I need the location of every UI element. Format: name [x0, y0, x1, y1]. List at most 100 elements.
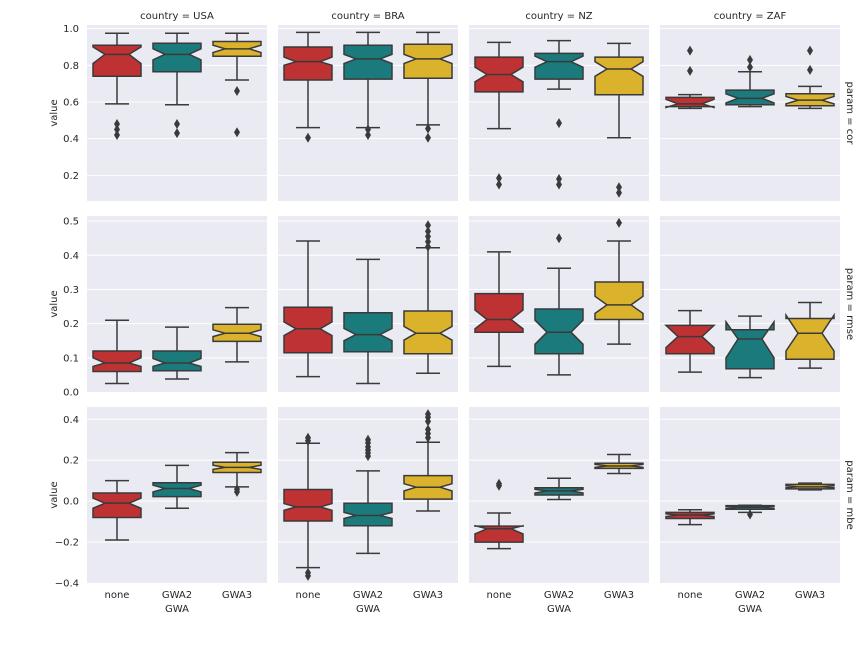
box-body: [664, 324, 716, 355]
box-none: [665, 45, 715, 110]
y-tick-label: 0.2: [63, 456, 79, 467]
panel-cor-zaf: [660, 25, 840, 201]
row-title-cor: param = cor: [844, 82, 855, 146]
box-none: [474, 478, 524, 550]
box-body: [343, 311, 393, 353]
box-none: [474, 251, 524, 368]
x-tick-label-gwa3: GWA3: [795, 590, 825, 601]
box-gwa2: [725, 54, 775, 108]
box-gwa3: [594, 42, 644, 198]
x-tick-label-gwa2: GWA2: [353, 590, 383, 601]
panel-mbe-bra: [278, 407, 458, 583]
box-body: [534, 52, 584, 80]
x-tick-label-gwa2: GWA2: [735, 590, 765, 601]
x-tick-label-none: none: [678, 590, 703, 601]
outlier-point: [687, 45, 693, 56]
box-gwa3: [403, 409, 453, 512]
column-title-nz: country = NZ: [525, 11, 592, 22]
outlier-point: [305, 132, 311, 143]
box-gwa3: [594, 217, 644, 345]
outlier-point: [747, 54, 753, 65]
box-none: [283, 31, 333, 143]
box-body: [594, 281, 644, 321]
box-gwa3: [785, 301, 835, 369]
panel-rmse-zaf: [660, 216, 840, 392]
outlier-point: [425, 220, 431, 231]
box-gwa3: [403, 220, 453, 374]
box-body: [343, 44, 393, 80]
outlier-point: [365, 124, 371, 135]
y-tick-label: 0.2: [63, 171, 79, 182]
y-tick-label: 0.2: [63, 319, 79, 330]
outlier-point: [234, 86, 240, 96]
x-tick-label-gwa3: GWA3: [222, 590, 252, 601]
box-none: [665, 508, 715, 526]
y-axis-label: value: [49, 99, 60, 126]
box-body: [343, 502, 393, 527]
box-gwa2: [534, 477, 584, 501]
outlier-point: [425, 226, 431, 237]
outlier-point: [234, 127, 240, 138]
box-body: [92, 350, 142, 373]
outlier-point: [807, 64, 813, 75]
outlier-point: [174, 128, 180, 139]
panel-rmse-bra: [278, 216, 458, 392]
panel-rmse-nz: [469, 216, 649, 392]
box-gwa2: [343, 258, 393, 385]
outlier-point: [365, 451, 371, 462]
x-tick-label-gwa2: GWA2: [544, 590, 574, 601]
box-body: [92, 44, 142, 78]
outlier-point: [234, 486, 240, 497]
x-axis-label: GWA: [547, 604, 571, 615]
box-body: [474, 524, 524, 543]
box-none: [92, 319, 142, 385]
panel-rmse-usa: [87, 216, 267, 392]
box-gwa2: [152, 326, 202, 380]
box-gwa3: [785, 45, 835, 110]
box-body: [594, 56, 644, 96]
x-tick-label-none: none: [105, 590, 130, 601]
y-tick-label: 0.4: [63, 251, 79, 262]
x-tick-label-gwa2: GWA2: [162, 590, 192, 601]
box-body: [725, 89, 775, 106]
box-body: [283, 46, 333, 81]
box-gwa3: [212, 32, 262, 138]
box-none: [664, 309, 716, 373]
y-tick-label: 0.4: [63, 415, 79, 426]
box-none: [92, 479, 142, 541]
y-tick-label: 0.8: [63, 61, 79, 72]
box-body: [665, 96, 715, 109]
x-axis-label: GWA: [738, 604, 762, 615]
box-body: [403, 43, 453, 79]
box-gwa2: [534, 39, 584, 190]
outlier-point: [556, 174, 562, 184]
box-gwa2: [725, 315, 775, 379]
outlier-point: [425, 241, 431, 252]
row-title-mbe: param = mbe: [844, 460, 855, 529]
box-gwa2: [152, 464, 202, 510]
box-none: [283, 240, 333, 378]
box-gwa3: [403, 31, 453, 143]
panel-background: [660, 407, 840, 583]
outlier-point: [425, 432, 431, 443]
outlier-point: [114, 119, 120, 129]
box-body: [152, 350, 202, 372]
panel-mbe-nz: [469, 407, 649, 583]
box-gwa3: [785, 482, 835, 491]
outlier-point: [747, 509, 753, 520]
panel-cor-nz: [469, 25, 649, 201]
box-body: [92, 492, 142, 519]
outlier-point: [425, 132, 431, 143]
box-gwa2: [152, 32, 202, 139]
outlier-point: [747, 62, 753, 73]
y-tick-label: 0.6: [63, 98, 79, 109]
box-none: [92, 32, 142, 140]
outlier-point: [305, 570, 311, 581]
panel-cor-bra: [278, 25, 458, 201]
y-tick-label: 0.0: [63, 388, 79, 399]
box-gwa2: [343, 434, 393, 555]
box-body: [283, 488, 333, 522]
outlier-point: [425, 123, 431, 134]
box-none: [283, 432, 333, 581]
